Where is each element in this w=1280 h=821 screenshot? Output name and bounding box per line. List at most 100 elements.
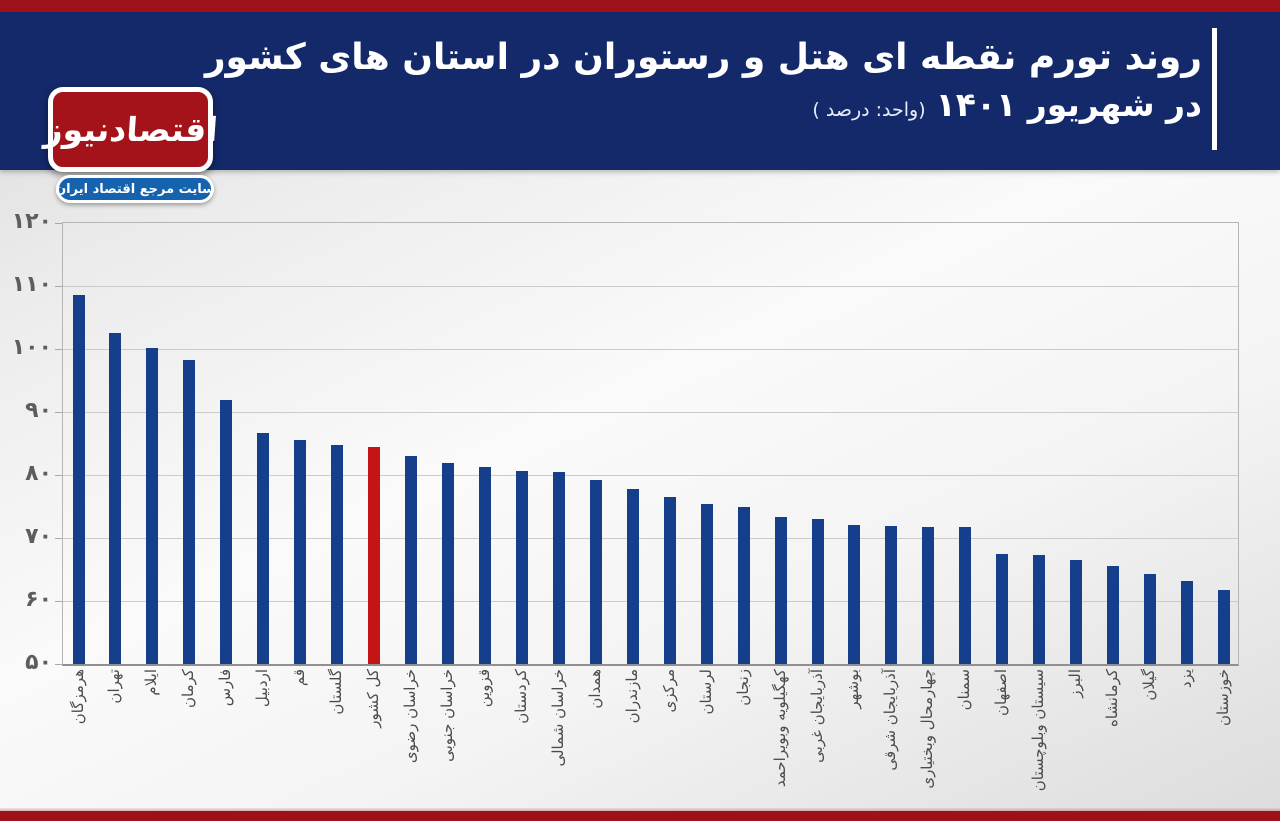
chart-bar-19 xyxy=(774,517,787,664)
gridline xyxy=(63,538,1238,539)
y-axis-tick-label: ۸۰ xyxy=(25,461,52,486)
x-axis-label: سیستان وبلوچستان xyxy=(1029,669,1048,792)
y-axis-tick-label: ۹۰ xyxy=(25,398,52,423)
x-axis-label: کرمان xyxy=(179,669,198,709)
x-axis-label: بوشهر xyxy=(844,669,863,709)
top-red-strip xyxy=(0,0,1280,12)
x-axis-label: کل کشور xyxy=(364,669,383,728)
bottom-strip-edge xyxy=(0,808,1280,811)
bottom-red-strip xyxy=(0,811,1280,821)
chart-title-month: در شهریور ۱۴۰۱ xyxy=(935,85,1202,125)
y-axis-tick xyxy=(55,475,62,476)
gridline xyxy=(63,412,1238,413)
chart-bar-20 xyxy=(811,519,824,664)
chart-bar-13 xyxy=(552,472,565,664)
chart-bar-2 xyxy=(146,347,159,664)
chart-bar-29 xyxy=(1144,573,1157,664)
logo-wordmark: اقتصادنیوز xyxy=(42,110,219,149)
chart-bar-10 xyxy=(442,463,454,664)
title-accent-bar xyxy=(1212,28,1217,150)
chart-bar-8 xyxy=(368,447,381,664)
x-axis-label: ایلام xyxy=(142,669,161,696)
x-axis-label: کرمانشاه xyxy=(1103,669,1122,728)
x-axis-label: کهگیلویه وبویراحمد xyxy=(770,669,789,788)
x-axis-label: مرکزی xyxy=(659,669,678,713)
chart-bar-16 xyxy=(663,497,676,664)
chart-bar-3 xyxy=(183,360,196,664)
x-axis-label: خراسان رضوی xyxy=(401,669,420,764)
chart-bar-22 xyxy=(885,526,898,664)
y-axis-tick-label: ۱۱۰ xyxy=(11,272,52,297)
chart-unit-label: (واحد: درصد ) xyxy=(812,99,926,122)
chart-bar-31 xyxy=(1217,589,1230,664)
chart-bar-27 xyxy=(1070,560,1083,664)
x-axis-label: فارس xyxy=(216,669,235,707)
chart-bar-14 xyxy=(589,480,602,664)
y-axis-tick-label: ۵۰ xyxy=(25,650,52,675)
gridline xyxy=(63,286,1238,287)
chart-bar-7 xyxy=(331,444,344,664)
gridline xyxy=(63,475,1238,476)
bar-chart-plot-area xyxy=(55,222,1239,666)
x-axis-label: قزوین xyxy=(474,669,493,708)
chart-title-line2: در شهریور ۱۴۰۱ (واحد: درصد ) xyxy=(205,84,1202,125)
x-axis-label: گلستان xyxy=(327,669,346,715)
chart-bar-5 xyxy=(257,432,270,664)
y-axis-tick xyxy=(55,538,62,539)
eghtesadnews-logo: اقتصادنیوز xyxy=(42,87,219,172)
chart-title-line1: روند تورم نقطه ای هتل و رستوران در استان… xyxy=(204,37,1202,78)
chart-bar-1 xyxy=(109,333,122,664)
gridline xyxy=(63,349,1238,350)
y-axis-tick xyxy=(55,664,62,665)
chart-bar-25 xyxy=(996,554,1009,664)
x-axis-label: هرمزگان xyxy=(68,669,87,725)
chart-bar-21 xyxy=(848,525,861,664)
y-axis-tick-label: ۱۰۰ xyxy=(11,335,52,360)
x-axis-label: تهران xyxy=(105,669,124,704)
logo-subtitle-pill: سایت مرجع اقتصاد ایران xyxy=(55,175,215,203)
x-axis-label: مازندران xyxy=(622,669,641,724)
x-axis-label: کردستان xyxy=(511,669,530,724)
y-axis-tick xyxy=(55,223,62,224)
x-axis-label: لرستان xyxy=(696,669,715,715)
chart-bar-26 xyxy=(1033,555,1046,664)
header-band xyxy=(0,12,1280,170)
chart-bar-12 xyxy=(515,470,528,664)
y-axis-tick xyxy=(55,601,62,602)
x-axis-label: یزد xyxy=(1177,669,1195,689)
x-axis-label: گیلان xyxy=(1140,669,1159,701)
gridline xyxy=(63,601,1238,602)
chart-bar-15 xyxy=(626,488,639,664)
chart-bar-23 xyxy=(922,526,935,664)
y-axis-tick xyxy=(55,412,62,413)
chart-bar-24 xyxy=(959,527,972,664)
x-axis-label: خراسان جنوبی xyxy=(438,669,456,762)
x-axis-label: آذربایجان شرقی xyxy=(881,669,900,771)
y-axis-tick-label: ۷۰ xyxy=(25,524,52,549)
x-axis-label: خوزستان xyxy=(1213,669,1232,726)
x-axis-label: آذربایجان غربی xyxy=(807,669,826,763)
chart-bar-6 xyxy=(294,440,307,664)
x-axis-label: البرز xyxy=(1066,669,1085,698)
chart-title-block: روند تورم نقطه ای هتل و رستوران در استان… xyxy=(205,32,1202,125)
x-axis-label: همدان xyxy=(585,669,604,709)
chart-bar-0 xyxy=(72,295,85,664)
x-axis-label: اصفهان xyxy=(992,669,1011,716)
x-axis-label: سمنان xyxy=(955,669,974,711)
y-axis-tick xyxy=(55,349,62,350)
x-axis-label: اردبیل xyxy=(253,669,272,708)
chart-bar-11 xyxy=(478,467,491,664)
x-axis-label: چهارمحال وبختیاری xyxy=(918,669,937,789)
chart-bar-4 xyxy=(220,400,233,664)
x-axis-label: خراسان شمالی xyxy=(548,669,567,767)
logo-subtitle-text: سایت مرجع اقتصاد ایران xyxy=(55,181,215,197)
y-axis-tick-label: ۶۰ xyxy=(25,587,52,612)
chart-bar-30 xyxy=(1181,581,1193,664)
chart-bar-9 xyxy=(405,456,418,664)
x-axis-label: زنجان xyxy=(733,669,752,706)
chart-bar-17 xyxy=(700,503,713,664)
x-axis-label: قم xyxy=(290,669,309,687)
y-axis-tick xyxy=(55,286,62,287)
chart-bar-28 xyxy=(1107,565,1120,664)
